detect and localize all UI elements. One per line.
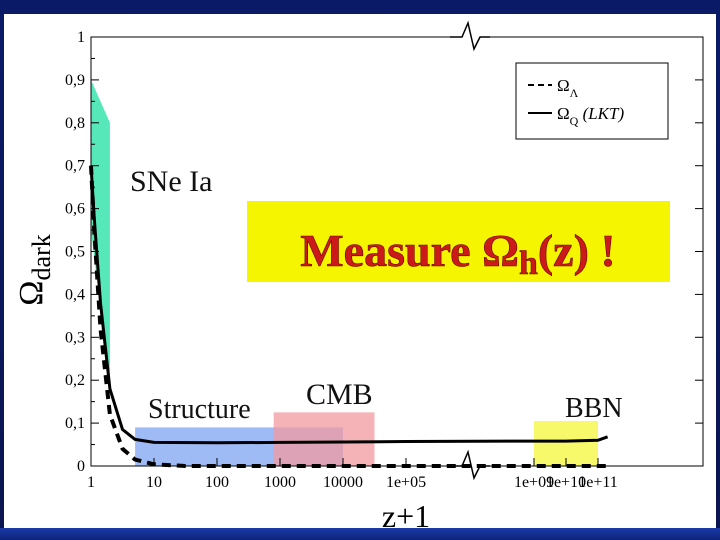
series-line-solid bbox=[89, 165, 609, 445]
slide-bottom-strip bbox=[0, 528, 720, 540]
x-tick-label: 1000 bbox=[264, 474, 296, 491]
region-snela bbox=[91, 79, 110, 389]
y-tick-label: 0,5 bbox=[65, 244, 85, 261]
series-line-dashed bbox=[89, 165, 608, 468]
callout-box bbox=[247, 201, 670, 282]
axis-break-marker bbox=[450, 20, 490, 52]
region-label-cmb: CMB bbox=[306, 378, 373, 411]
y-tick-label: 0,7 bbox=[65, 158, 85, 175]
x-tick-label: 1e+10 bbox=[546, 474, 586, 491]
y-tick-label: 0,1 bbox=[65, 415, 85, 432]
x-tick-label: 1e+05 bbox=[386, 474, 426, 491]
series bbox=[89, 165, 609, 468]
chart: 0 0,1 0,2 0,3 0,4 0,5 0,6 0,7 0,8 0,9 1 1 10 100 1000 1… bbox=[13, 20, 704, 534]
x-tick-label: 10000 bbox=[323, 474, 363, 491]
x-tick-label: 1e+11 bbox=[578, 474, 618, 491]
legend-label: ΩQ (LKT) bbox=[557, 104, 624, 128]
y-tick-label: 0,9 bbox=[65, 72, 85, 89]
y-tick-label: 0,2 bbox=[65, 372, 85, 389]
y-axis-title: Ωdark bbox=[13, 234, 56, 305]
shaded-regions bbox=[91, 79, 598, 466]
legend-label: ΩΛ bbox=[557, 76, 579, 100]
region-label-bbn: BBN bbox=[565, 393, 623, 424]
y-tick-label: 0,8 bbox=[65, 115, 85, 132]
region-label-structure: Structure bbox=[148, 394, 251, 425]
callout-text: Measure Ωh(z) ! bbox=[300, 225, 615, 282]
y-tick-label: 1 bbox=[77, 29, 85, 46]
legend: ΩΛ ΩQ (LKT) bbox=[515, 62, 669, 140]
x-axis-title: z+1 bbox=[382, 498, 430, 528]
axes: 0 0,1 0,2 0,3 0,4 0,5 0,6 0,7 0,8 0,9 1 1 10 100 1000 1… bbox=[65, 20, 704, 491]
plot-panel: 0 0,1 0,2 0,3 0,4 0,5 0,6 0,7 0,8 0,9 1 1 10 100 1000 1… bbox=[4, 14, 716, 534]
x-tick-label: 1 bbox=[87, 474, 95, 491]
y-tick-label: 0 bbox=[77, 458, 85, 475]
legend-box bbox=[515, 62, 669, 140]
x-tick-label: 10 bbox=[146, 474, 162, 491]
y-tick-label: 0,3 bbox=[65, 329, 85, 346]
x-tick-label: 100 bbox=[205, 474, 229, 491]
x-tick-label: 1e+09 bbox=[514, 474, 554, 491]
region-label-sne-ia: SNe Ia bbox=[130, 165, 212, 198]
y-tick-label: 0,6 bbox=[65, 201, 85, 218]
y-tick-label: 0,4 bbox=[65, 286, 85, 303]
region-cmb bbox=[273, 412, 375, 466]
